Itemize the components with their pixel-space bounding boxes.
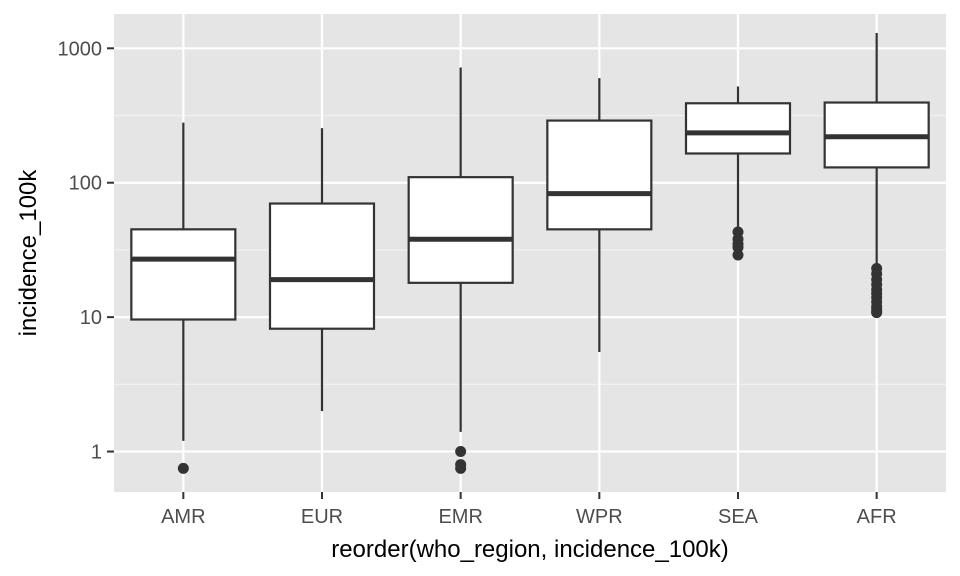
x-tick-label: EUR	[301, 506, 343, 528]
y-tick-label: 1000	[58, 38, 103, 60]
outlier-point	[177, 462, 189, 474]
x-tick-label: AMR	[161, 506, 205, 528]
x-axis-title: reorder(who_region, incidence_100k)	[331, 536, 729, 563]
x-axis: AMR EUR EMR WPR SEA AFR	[161, 492, 897, 528]
x-tick-label: EMR	[438, 506, 482, 528]
box-sea	[684, 86, 792, 261]
box-iqr	[130, 228, 237, 321]
outlier-point	[732, 249, 744, 261]
box-emr	[407, 67, 514, 474]
box-iqr	[684, 102, 792, 155]
y-axis: 1 10 100 1000	[58, 38, 114, 464]
boxplot-series	[130, 32, 930, 474]
box-wpr	[546, 78, 653, 353]
box-iqr	[268, 202, 376, 330]
y-axis-title: incidence_100k	[15, 169, 42, 337]
y-tick-label: 100	[69, 173, 102, 195]
minor-gridlines	[114, 114, 946, 385]
outlier-point	[455, 446, 467, 458]
box-amr	[130, 122, 237, 474]
y-tick-label: 10	[80, 307, 102, 329]
box-eur	[268, 128, 376, 412]
box-iqr	[546, 119, 653, 231]
outlier-point	[732, 241, 744, 253]
plot-panel	[114, 14, 946, 492]
x-tick-label: SEA	[718, 506, 759, 528]
x-tick-label: WPR	[576, 506, 623, 528]
outlier-point	[871, 307, 883, 319]
x-tick-label: AFR	[857, 506, 897, 528]
outlier-point	[455, 462, 467, 474]
y-tick-label: 1	[91, 442, 102, 464]
box-afr	[823, 32, 930, 319]
box-iqr	[407, 176, 514, 284]
